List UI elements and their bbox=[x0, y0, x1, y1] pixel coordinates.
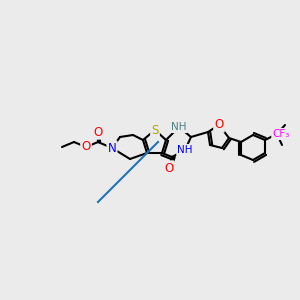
Text: O: O bbox=[164, 161, 174, 175]
Text: N: N bbox=[108, 142, 116, 154]
Text: O: O bbox=[214, 118, 224, 131]
Text: CF₃: CF₃ bbox=[272, 129, 290, 139]
Text: O: O bbox=[81, 140, 91, 154]
Text: O: O bbox=[93, 125, 103, 139]
Text: S: S bbox=[151, 124, 159, 136]
Text: NH: NH bbox=[177, 145, 193, 155]
Text: NH: NH bbox=[171, 122, 187, 132]
